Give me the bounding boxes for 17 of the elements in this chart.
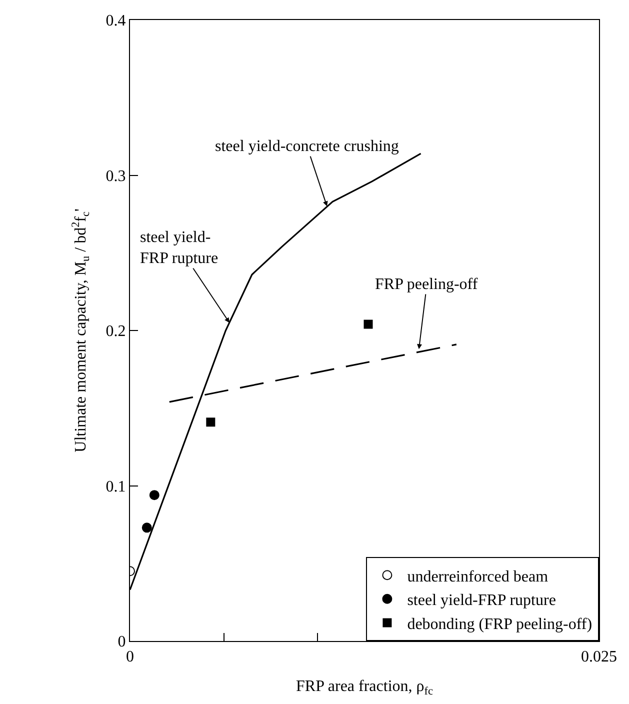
point bbox=[206, 418, 216, 427]
y-tick-label: 0.2 bbox=[106, 323, 126, 340]
y-tick-label: 0 bbox=[118, 634, 126, 651]
legend-label: debonding (FRP peeling-off) bbox=[407, 616, 592, 633]
annotation: steel yield- FRP rupture bbox=[140, 229, 218, 267]
point bbox=[142, 522, 152, 533]
y-tick-label: 0.4 bbox=[106, 12, 126, 30]
y-tick-label: 0.3 bbox=[106, 168, 126, 185]
x-tick-label: 0.025 bbox=[581, 648, 617, 666]
legend-label: underreinforced beam bbox=[407, 568, 549, 586]
point bbox=[149, 490, 160, 500]
annotation: FRP peeling-off bbox=[375, 276, 478, 293]
point bbox=[364, 320, 373, 329]
legend-label: steel yield-FRP rupture bbox=[407, 592, 556, 610]
annotation: steel yield-concrete crushing bbox=[215, 138, 399, 155]
x-axis-title: FRP area fraction, ρ$_{fc}$ bbox=[296, 678, 433, 698]
y-tick-label: 0.1 bbox=[106, 478, 126, 496]
